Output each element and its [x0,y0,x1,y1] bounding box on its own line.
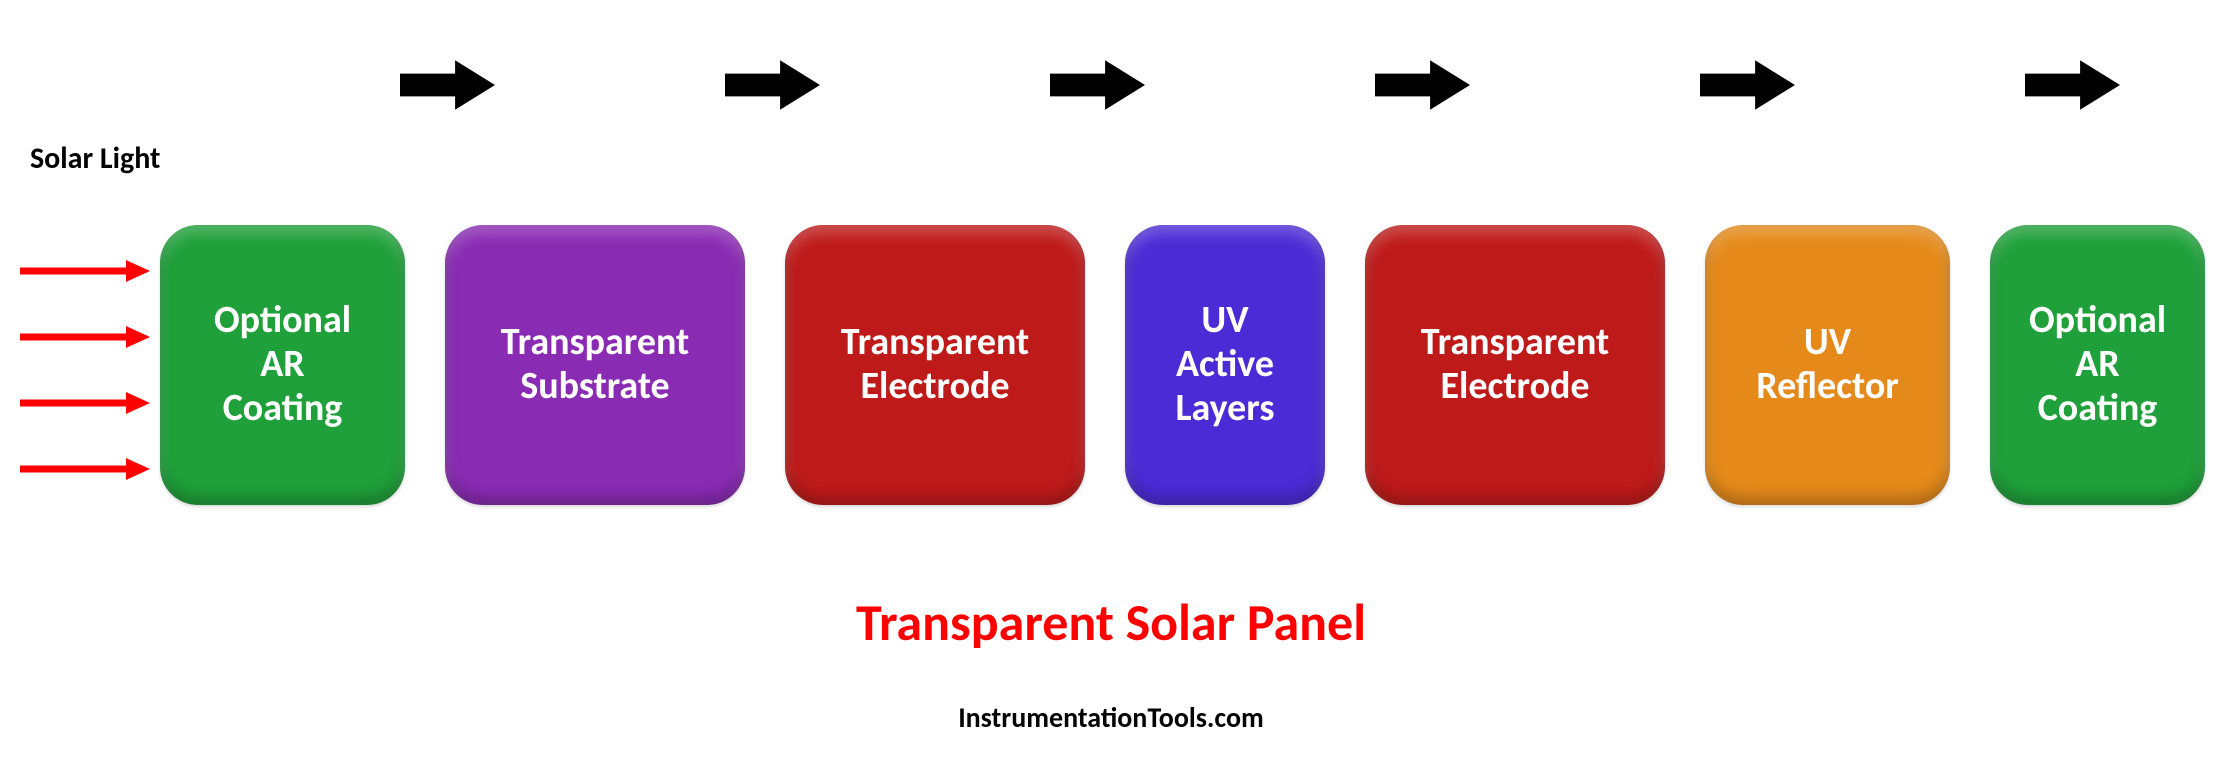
layer-box-5: UV Reflector [1705,225,1950,505]
layer-box-label: UV Active Layers [1175,299,1274,430]
layer-boxes-row: Optional AR Coating Transparent Substrate… [0,225,2222,505]
layer-box-label: Transparent Substrate [501,321,689,408]
flow-arrow-icon [1700,60,1795,110]
layer-box-label: Optional AR Coating [214,299,351,430]
flow-arrow-row [400,60,2120,110]
flow-arrow-icon [725,60,820,110]
layer-box-0: Optional AR Coating [160,225,405,505]
layer-box-label: Transparent Electrode [841,321,1029,408]
layer-box-1: Transparent Substrate [445,225,745,505]
footer-credit: InstrumentationTools.com [0,700,2222,735]
layer-box-4: Transparent Electrode [1365,225,1665,505]
flow-arrow-icon [400,60,495,110]
flow-arrow-icon [1050,60,1145,110]
layer-box-6: Optional AR Coating [1990,225,2205,505]
flow-arrow-icon [1375,60,1470,110]
layer-box-3: UV Active Layers [1125,225,1325,505]
layer-box-label: UV Reflector [1756,321,1899,408]
diagram-title: Transparent Solar Panel [0,590,2222,654]
solar-light-label: Solar Light [30,140,160,177]
layer-box-2: Transparent Electrode [785,225,1085,505]
flow-arrow-icon [2025,60,2120,110]
layer-box-label: Optional AR Coating [2029,299,2166,430]
layer-box-label: Transparent Electrode [1421,321,1609,408]
